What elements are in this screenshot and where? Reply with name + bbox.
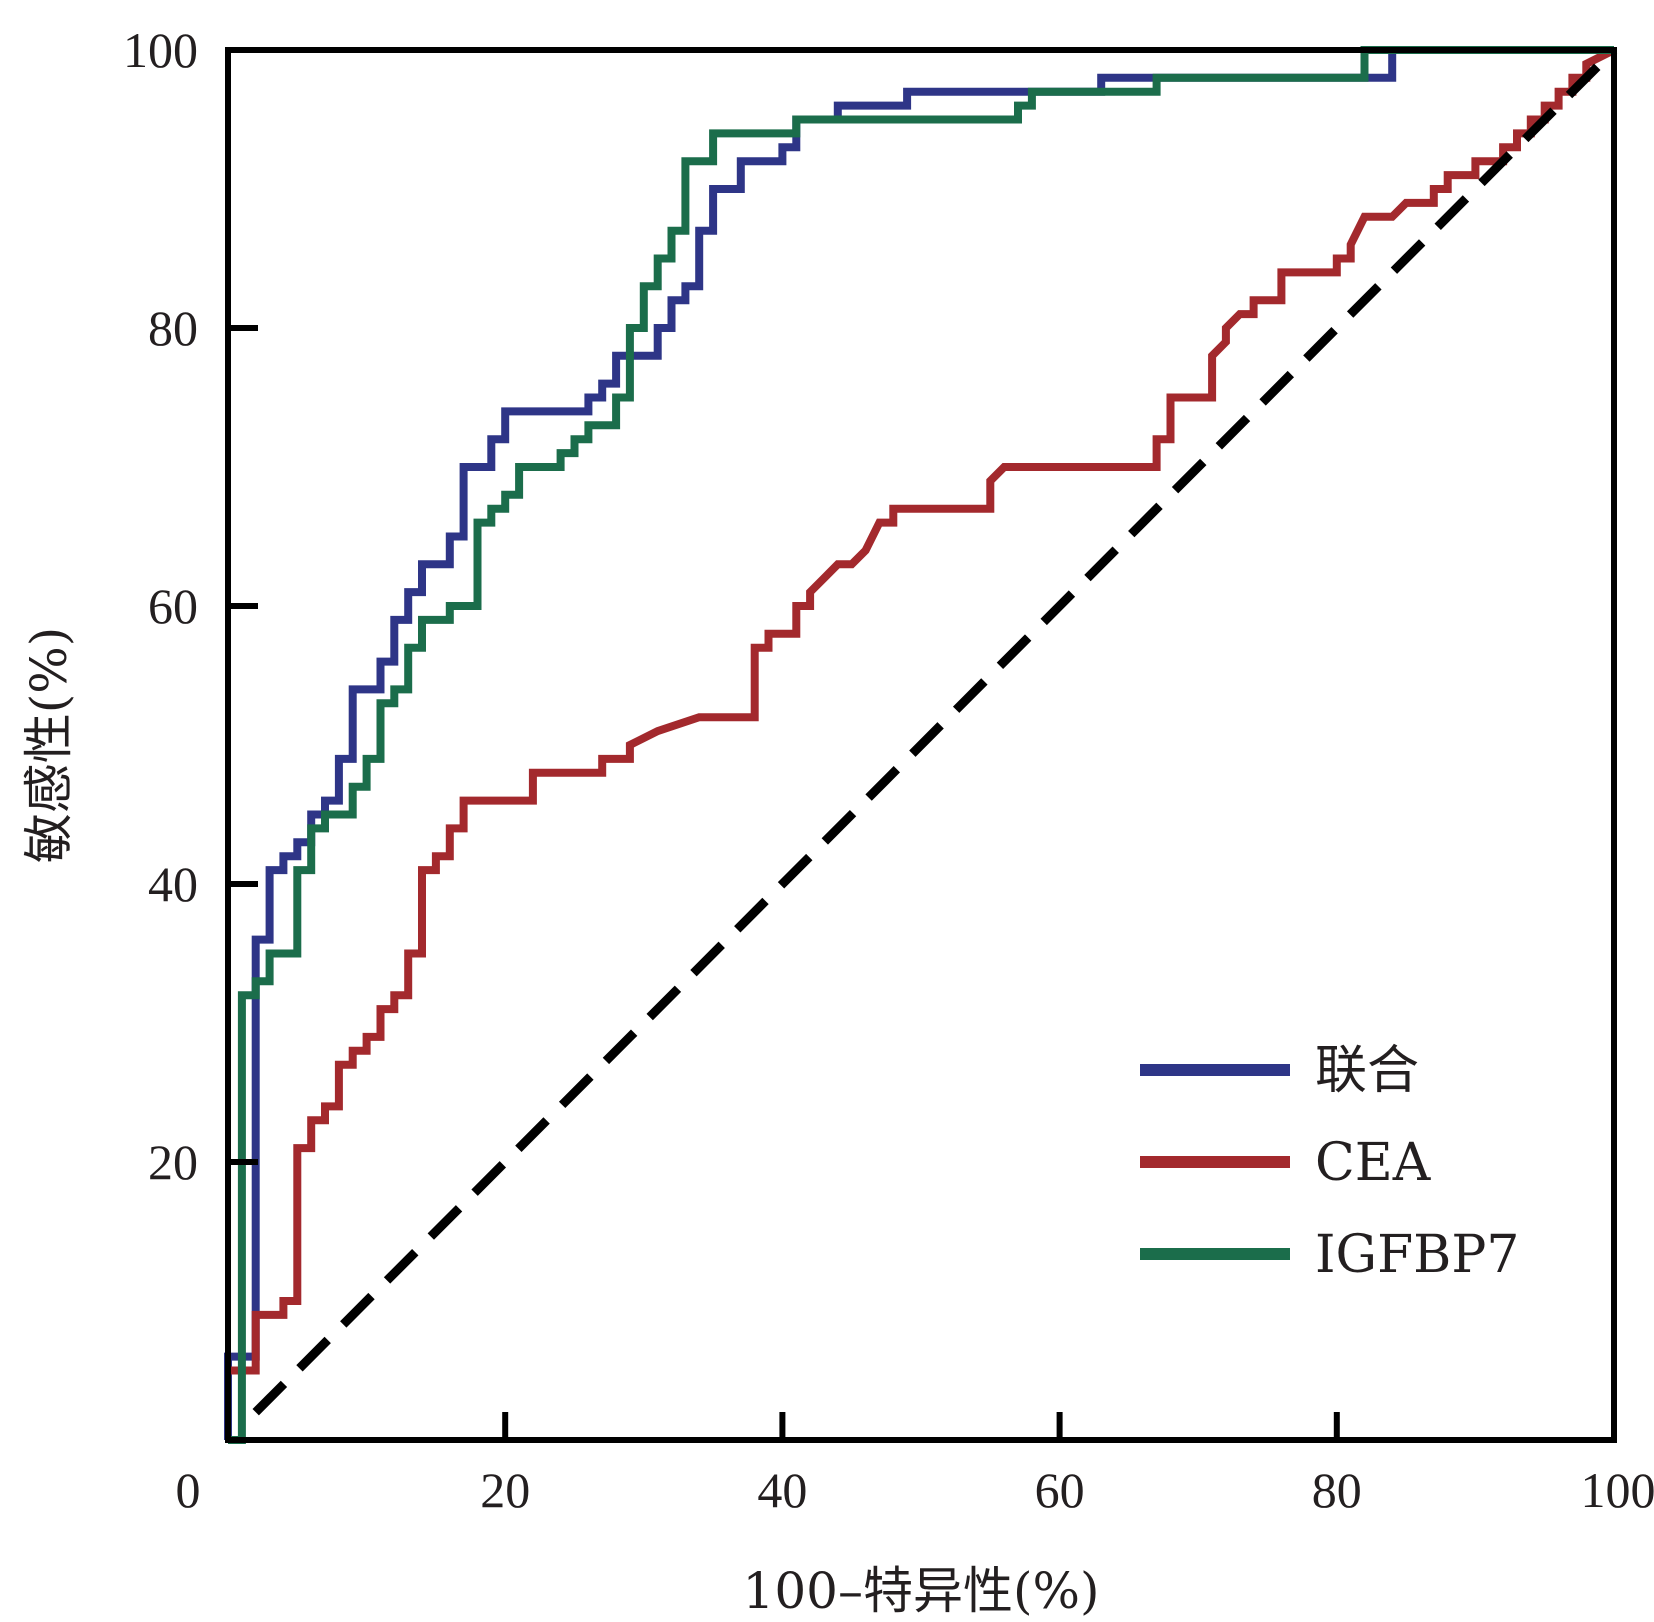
y-tick-label: 60 (148, 578, 198, 634)
legend: 联合 CEA IGFBP7 (1140, 1041, 1519, 1285)
series-line-IGFBP7 (228, 46, 1614, 1444)
x-tick-label: 60 (1035, 1462, 1085, 1518)
x-tick-label: 80 (1312, 1462, 1362, 1518)
y-tick-label: 80 (148, 300, 198, 356)
ticks-layer (228, 325, 1340, 1440)
legend-label: 联合 (1315, 1041, 1419, 1101)
plot-frame (225, 47, 1617, 1443)
x-tick-label: 20 (480, 1462, 530, 1518)
tick-labels-layer: 0 20 40 60 80 100 20 40 60 80 100 (123, 22, 1654, 1518)
legend-label: CEA (1315, 1133, 1432, 1193)
series-layer (224, 46, 1618, 1444)
y-tick-label: 20 (148, 1134, 198, 1190)
x-tick-label: 0 (176, 1462, 201, 1518)
series-line-CEA (228, 46, 1616, 1375)
x-tick-label: 40 (757, 1462, 807, 1518)
x-tick-label: 100 (1581, 1462, 1654, 1518)
y-tick-label: 100 (123, 22, 198, 78)
series-line-reference (252, 46, 1618, 1416)
legend-label: IGFBP7 (1315, 1225, 1519, 1285)
y-axis-title: 敏感性(%) (20, 627, 78, 864)
x-axis-title: 100–特异性(%) (743, 1562, 1100, 1620)
y-tick-label: 40 (148, 856, 198, 912)
